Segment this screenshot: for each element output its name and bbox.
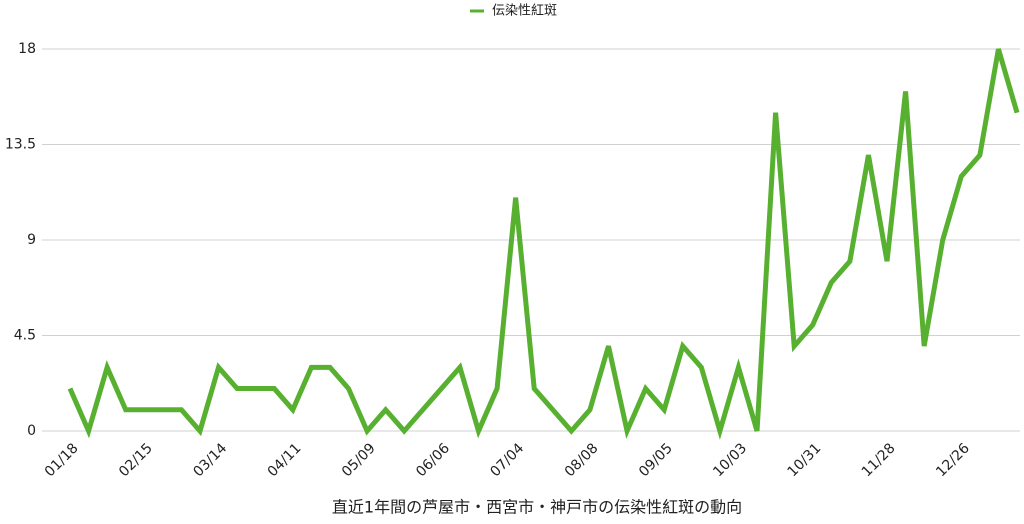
y-tick-label: 4.5	[14, 328, 36, 344]
x-tick-label: 02/15	[116, 440, 156, 480]
x-tick-label: 05/09	[339, 440, 379, 480]
y-tick-label: 0	[27, 423, 36, 439]
x-tick-label: 01/18	[42, 440, 82, 480]
y-tick-label: 18	[18, 41, 36, 57]
x-tick-label: 09/05	[636, 440, 676, 480]
x-tick-label: 07/04	[487, 440, 527, 480]
x-tick-label: 04/11	[265, 440, 305, 480]
x-tick-label: 10/31	[785, 440, 825, 480]
y-tick-label: 9	[27, 232, 36, 248]
x-tick-label: 11/28	[859, 440, 899, 480]
data-line	[67, 48, 1020, 440]
x-tick-label: 06/06	[413, 440, 453, 480]
x-axis-title: 直近1年間の芦屋市・西宮市・神戸市の伝染性紅斑の動向	[332, 498, 742, 517]
x-tick-label: 12/26	[933, 440, 973, 480]
x-tick-label: 10/03	[710, 440, 750, 480]
y-tick-label: 13.5	[5, 137, 36, 153]
legend-label: 伝染性紅斑	[492, 4, 557, 19]
x-tick-label: 03/14	[190, 440, 230, 480]
x-tick-label: 08/08	[562, 440, 602, 480]
